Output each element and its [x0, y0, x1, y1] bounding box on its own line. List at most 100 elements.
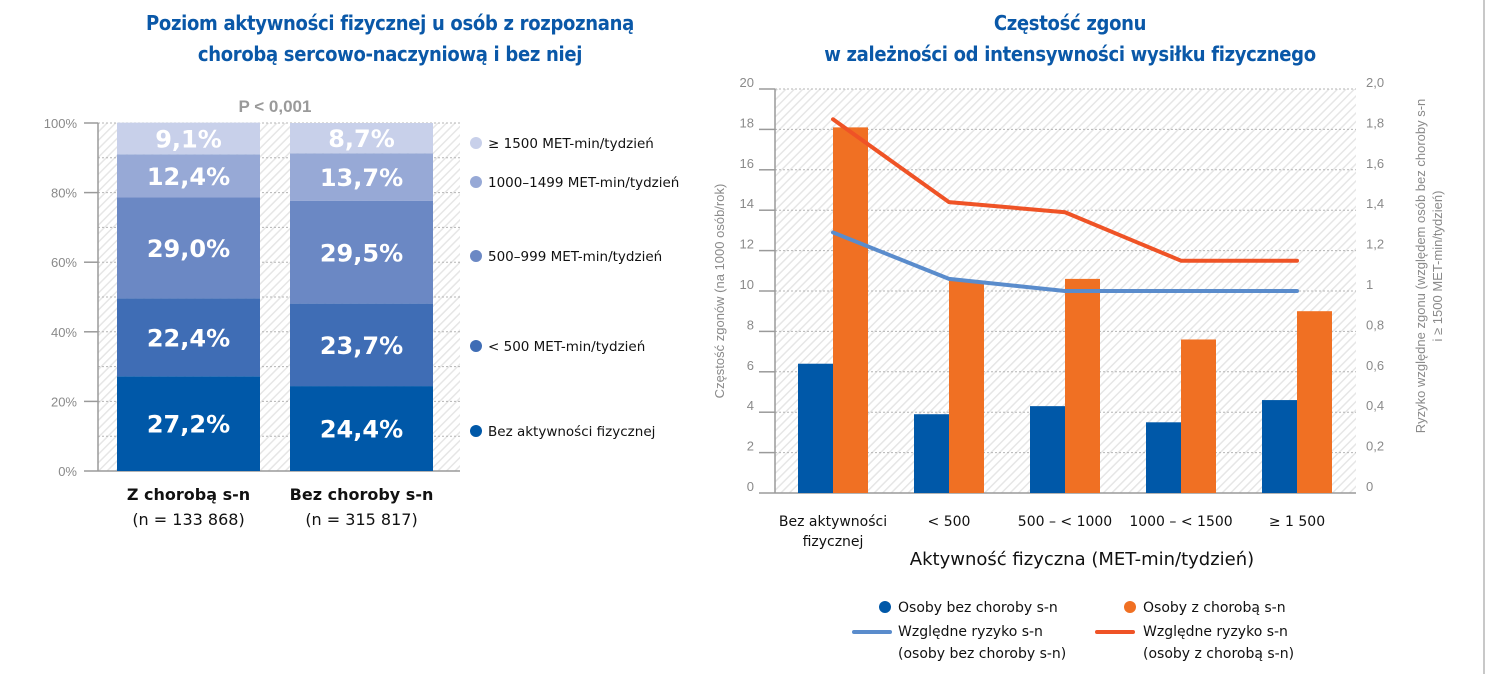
data-label: 9,1% [155, 125, 222, 153]
data-label: 29,5% [320, 239, 403, 267]
y-tick-label: 80% [51, 186, 77, 201]
bar-segment [117, 154, 260, 198]
legend-marker [470, 250, 482, 262]
legend-label: (osoby bez choroby s-n) [898, 646, 1066, 662]
legend-label: Osoby z chorobą s-n [1143, 600, 1286, 616]
legend-label: < 500 MET-min/tydzień [488, 339, 645, 355]
legend-label: ≥ 1500 MET-min/tydzień [488, 136, 654, 152]
x-tick-label: 500 – < 1000 [1018, 514, 1112, 530]
left-title-line1: Poziom aktywności fizycznej u osób z roz… [146, 11, 634, 35]
x-tick-label: < 500 [928, 514, 971, 530]
y-tick-label: 18 [740, 115, 754, 130]
series-line [831, 230, 1299, 293]
bar-segment [290, 200, 433, 304]
legend-marker [470, 137, 482, 149]
y2-tick-label: 1,2 [1366, 237, 1384, 252]
y2-axis-title-line2: i ≥ 1500 MET-min/tydzień) [1430, 191, 1445, 342]
bar-segment [290, 123, 433, 154]
legend-marker [879, 601, 891, 613]
bar [949, 280, 984, 493]
x-axis-title: Aktywność fizyczna (MET-min/tydzień) [910, 549, 1254, 570]
y-tick-label: 2 [747, 439, 754, 454]
x-tick-label: ≥ 1 500 [1269, 514, 1325, 530]
y2-tick-label: 0,4 [1366, 398, 1384, 413]
right-chart-title: Częstość zgonu w zależności od intensywn… [760, 8, 1380, 70]
legend-label: Bez aktywności fizycznej [488, 424, 655, 440]
legend-marker [470, 340, 482, 352]
y2-tick-label: 0 [1366, 479, 1373, 494]
stacked-bar-chart: 0% 20% 40% 60% 80% 100% 27,2% 22,4% 29,0% 12,4% 9,… [44, 116, 680, 529]
legend-label: Względne ryzyko s-n [898, 624, 1043, 640]
left-chart-title: Poziom aktywności fizycznej u osób z roz… [60, 8, 720, 70]
bar [1297, 311, 1332, 493]
y2-tick-label: 1 [1366, 277, 1373, 292]
y2-tick-label: 1,4 [1366, 196, 1384, 211]
p-value-annotation: P < 0,001 [239, 97, 312, 116]
y-tick-label: 60% [51, 255, 77, 270]
legend-label: Osoby bez choroby s-n [898, 600, 1058, 616]
y-tick-label: 16 [740, 156, 754, 171]
data-label: 13,7% [320, 164, 403, 192]
legend-label: 500–999 MET-min/tydzień [488, 249, 662, 265]
bar-segment [290, 303, 433, 387]
x-tick-label: 1000 – < 1500 [1129, 514, 1232, 530]
data-label: 24,4% [320, 416, 403, 444]
bar [798, 363, 833, 493]
bar-segment [117, 122, 260, 155]
y-tick-label: 100% [44, 116, 78, 131]
right-title-line2: w zależności od intensywności wysiłku fi… [824, 42, 1316, 66]
y-tick-label: 6 [747, 358, 754, 373]
data-label: 12,4% [147, 163, 230, 191]
y2-tick-label: 2,0 [1366, 75, 1384, 90]
y2-tick-label: 0,8 [1366, 317, 1384, 332]
x-tick-label: fizycznej [803, 534, 864, 550]
bar-segment [290, 153, 433, 201]
legend-label: 1000–1499 MET-min/tydzień [488, 175, 679, 191]
left-title-line2: chorobą sercowo-naczyniową i bez niej [197, 42, 583, 66]
page-edge-divider [1483, 0, 1485, 674]
data-label: 8,7% [328, 125, 395, 153]
category-sublabel: (n = 315 817) [305, 510, 417, 529]
bar-segment [117, 376, 260, 471]
data-label: 22,4% [147, 324, 230, 352]
category-label: Z chorobą s-n [127, 485, 250, 504]
category-sublabel: (n = 133 868) [132, 510, 244, 529]
legend-label: Względne ryzyko s-n [1143, 624, 1288, 640]
y-tick-label: 12 [740, 237, 754, 252]
bar [833, 127, 868, 493]
y-tick-label: 10 [740, 277, 754, 292]
data-label: 27,2% [147, 411, 230, 439]
y2-axis-title-line1: Ryzyko względne zgonu (względem osób bez… [1413, 99, 1428, 434]
data-label: 29,0% [147, 235, 230, 263]
bar-segment [117, 197, 260, 299]
series-line [831, 117, 1299, 263]
legend-label: (osoby z chorobą s-n) [1143, 646, 1294, 662]
y-tick-label: 40% [51, 325, 77, 340]
bar-segment [117, 298, 260, 377]
bar [1030, 406, 1065, 493]
x-tick-label: Bez aktywności [779, 514, 887, 530]
data-label: 23,7% [320, 332, 403, 360]
y2-tick-label: 0,6 [1366, 358, 1384, 373]
combo-bar-line-chart: 0 0 2 0,2 4 0,4 6 0,6 8 0,8 10 1 12 1,2 14 1,4 16 1,6 18 1,… [712, 75, 1445, 662]
legend-marker [1124, 601, 1136, 613]
y-tick-label: 0 [747, 479, 754, 494]
y-tick-label: 8 [747, 317, 754, 332]
legend-marker [470, 176, 482, 188]
bar-segment [290, 386, 433, 471]
y-tick-label: 20 [740, 75, 754, 90]
bar [1146, 422, 1181, 493]
y-axis-title: Częstość zgonów (na 1000 osób/rok) [712, 184, 727, 399]
y2-tick-label: 1,6 [1366, 156, 1384, 171]
category-label: Bez choroby s-n [290, 485, 434, 504]
y2-tick-label: 0,2 [1366, 439, 1384, 454]
bar [1181, 339, 1216, 493]
legend-marker [470, 425, 482, 437]
y2-tick-label: 1,8 [1366, 115, 1384, 130]
bar [1065, 278, 1100, 493]
y-tick-label: 4 [747, 398, 754, 413]
right-title-line1: Częstość zgonu [993, 11, 1147, 35]
bar [1262, 400, 1297, 493]
y-tick-label: 20% [51, 394, 77, 409]
